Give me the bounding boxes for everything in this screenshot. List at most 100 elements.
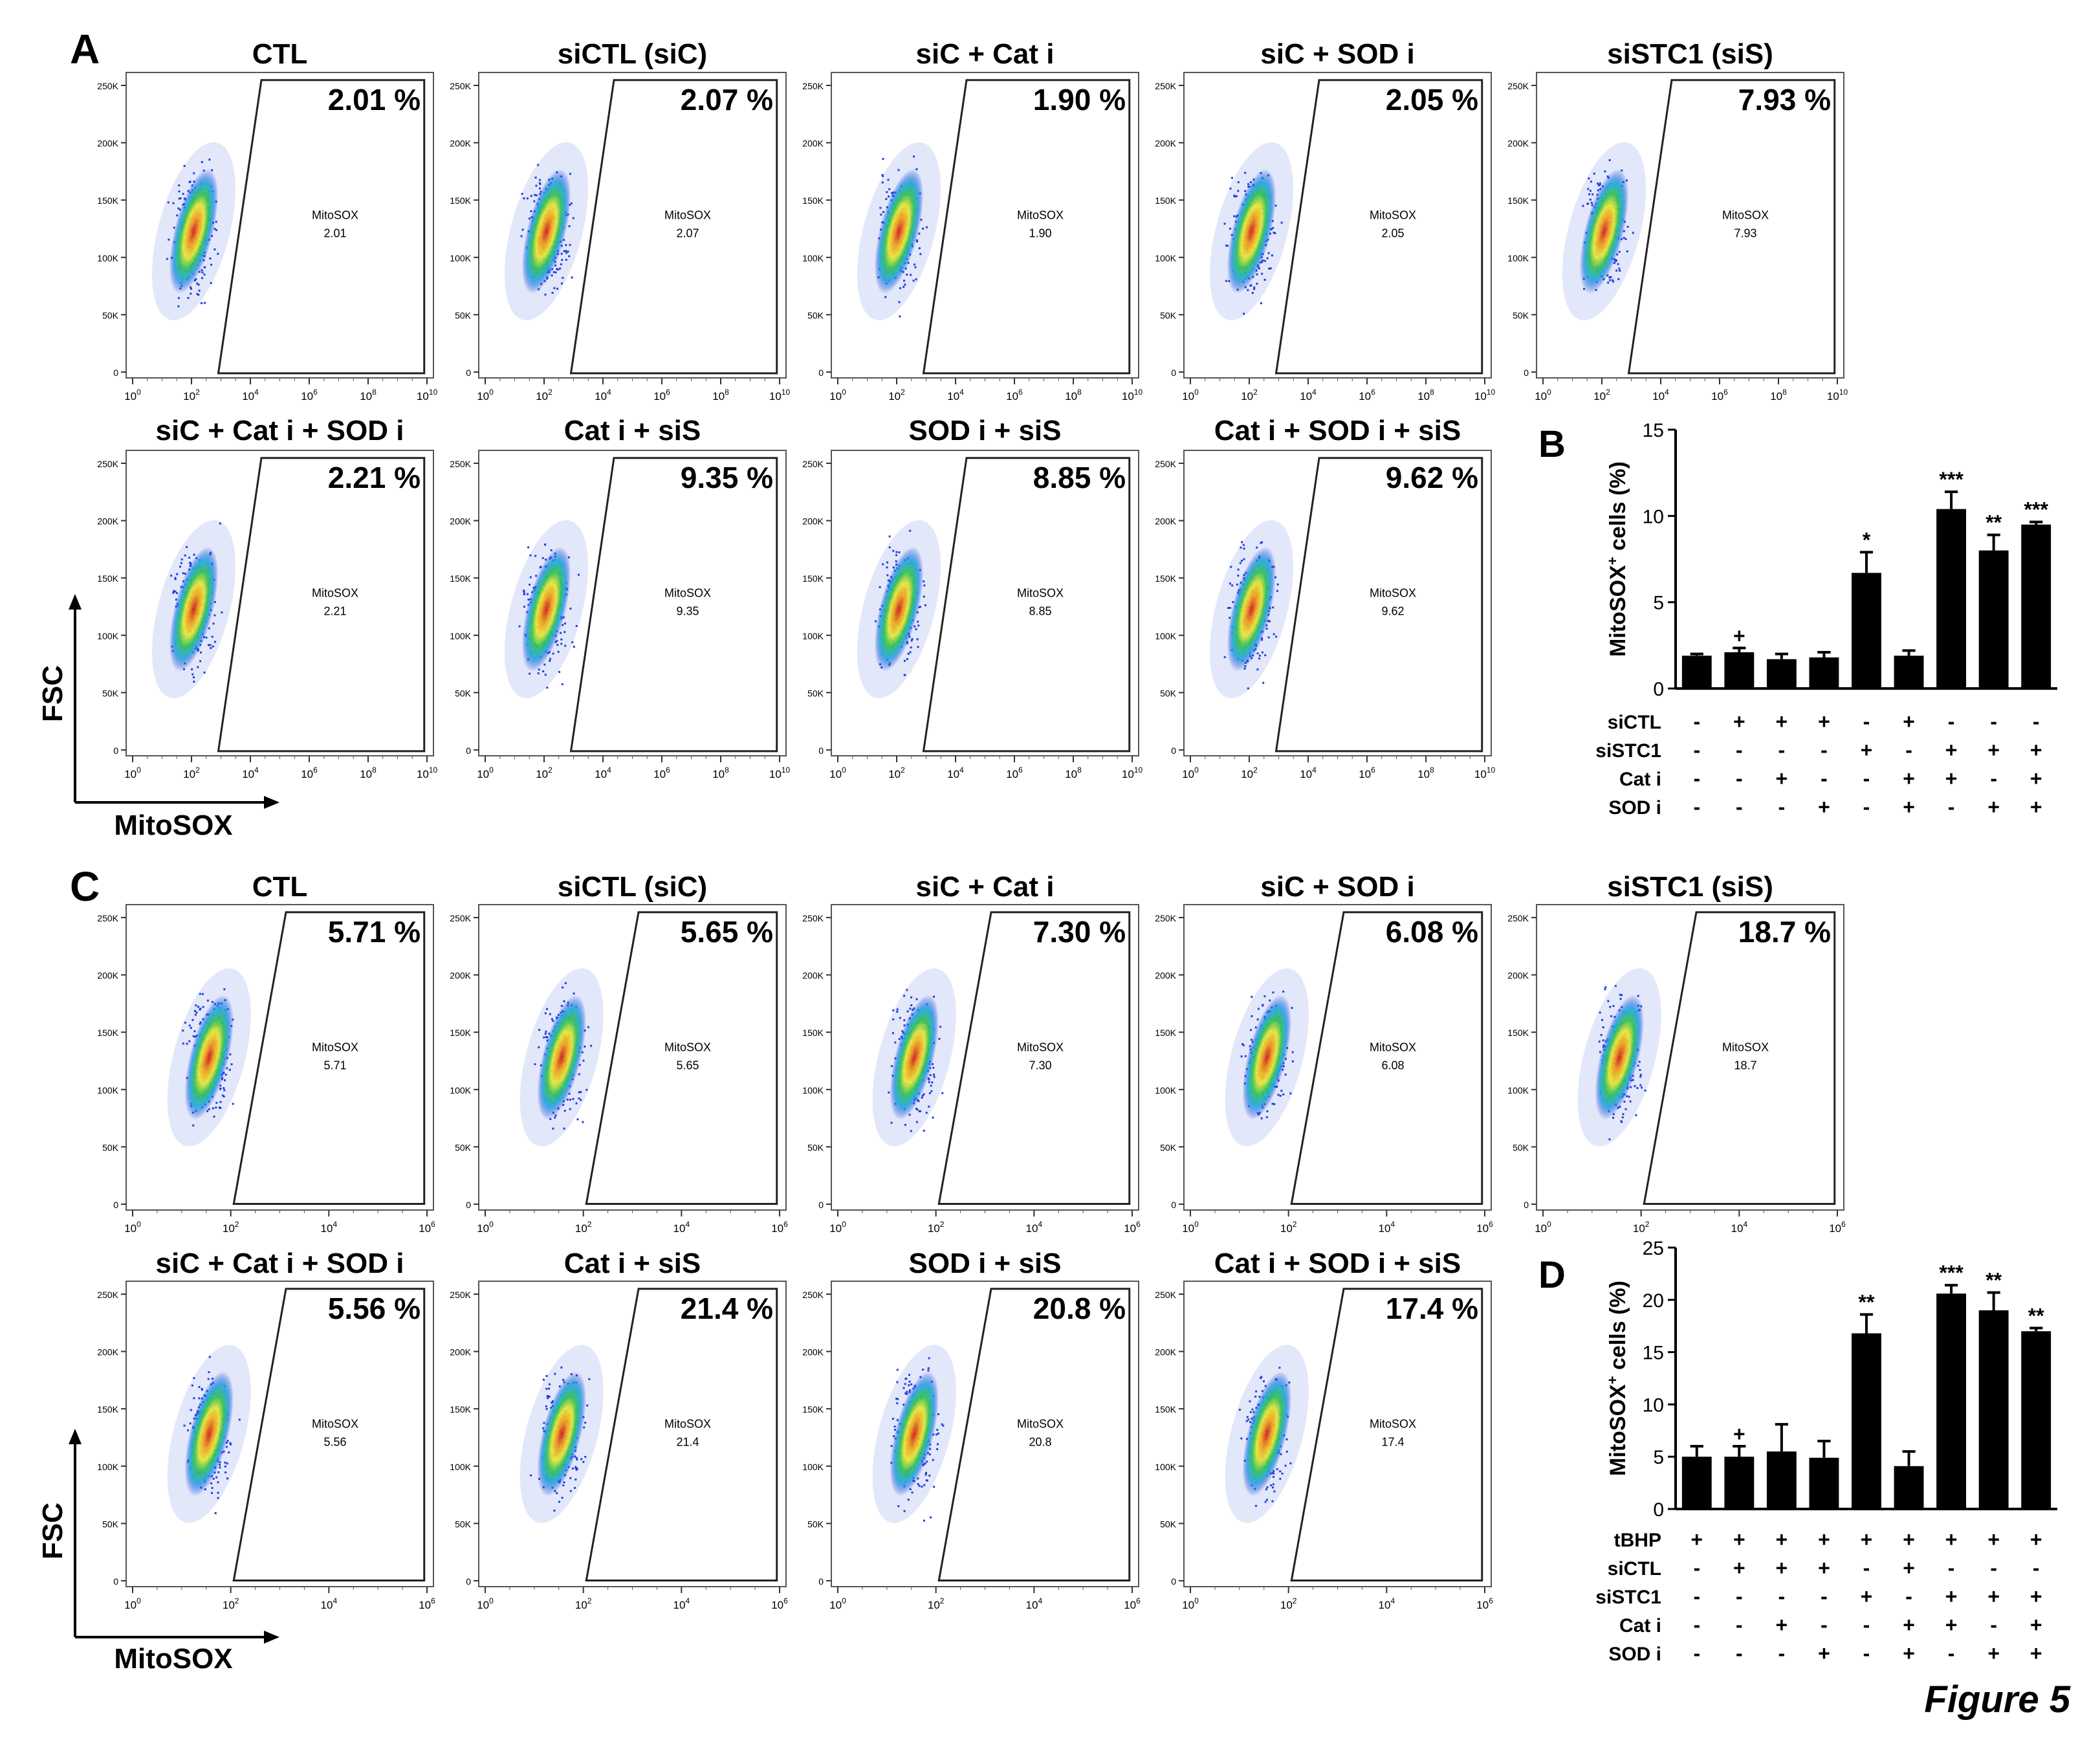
cell-cloud-density: [537, 1371, 586, 1497]
y-tick-label: 50K: [455, 1142, 472, 1152]
y-tick-label: 100K: [97, 631, 118, 641]
x-tick-label: 1010: [1474, 388, 1496, 402]
mitosox-gate: [1290, 1288, 1483, 1582]
gate-value-label: 7.93: [1734, 227, 1756, 240]
x-tick-label: 1010: [769, 765, 791, 780]
bar: [1936, 1294, 1967, 1509]
y-tick-label: 150K: [450, 195, 471, 206]
flow-plot-title: siCTL (siC): [558, 38, 707, 70]
condition-sign: +: [2030, 1528, 2042, 1551]
y-tick-label: 100K: [1507, 1085, 1529, 1096]
x-tick-label: 102: [223, 1596, 239, 1611]
y-tick-label: 50K: [455, 688, 472, 698]
flow-plot-title: siSTC1 (siS): [1607, 38, 1773, 70]
y-axis-label: MitoSOX+ cells (%): [1604, 1281, 1630, 1476]
condition-sign: -: [1778, 1585, 1786, 1608]
condition-sign: -: [1821, 767, 1828, 790]
x-tick-label: 1010: [1122, 388, 1143, 402]
y-tick-label: 250K: [450, 459, 471, 469]
bar: [1852, 1333, 1881, 1509]
condition-sign: -: [1821, 1613, 1828, 1636]
mitosox-gate: [937, 911, 1131, 1206]
cell-cloud-density: [521, 546, 571, 672]
panel-letter-d: D: [1538, 1254, 1566, 1296]
condition-sign: -: [2033, 1556, 2040, 1580]
flow-plot-title: Cat i + siS: [564, 1248, 701, 1279]
y-tick-label: 0: [466, 745, 471, 756]
y-tick-label: 200K: [802, 516, 824, 527]
flow-plot-title: siCTL (siC): [558, 871, 707, 903]
x-tick-label: 100: [124, 765, 141, 780]
mitosox-gate: [585, 1288, 778, 1582]
y-tick-label: 0: [1653, 1499, 1664, 1521]
cell-cloud-density: [890, 1371, 939, 1497]
x-tick-label: 104: [1300, 388, 1317, 402]
x-tick-label: 104: [321, 1220, 338, 1235]
y-tick-label: 5: [1653, 1447, 1664, 1468]
x-tick-label: 1010: [1827, 388, 1848, 402]
flow-plot: SOD i + siS 250K 200K 150K 100K 50K 0 100 102 104…: [802, 1248, 1141, 1611]
y-tick-label: 250K: [1155, 459, 1176, 469]
fsc-axis-label-a: FSC: [37, 665, 69, 722]
cell-cloud-density: [890, 995, 939, 1120]
y-tick-label: 5: [1653, 593, 1664, 614]
gate-name-label: MitoSOX: [1370, 587, 1416, 600]
condition-sign: +: [1690, 1528, 1703, 1551]
x-tick-label: 100: [477, 765, 494, 780]
y-tick-label: 250K: [97, 913, 118, 923]
flow-plot: siCTL (siC) 250K 200K 150K 100K 50K 0 100 102 104…: [450, 38, 790, 402]
y-axis-label: MitoSOX+ cells (%): [1604, 461, 1630, 657]
y-tick-label: 50K: [1160, 688, 1177, 698]
x-tick-label: 104: [321, 1596, 338, 1611]
condition-sign: +: [1776, 767, 1788, 790]
gate-name-label: MitoSOX: [664, 587, 711, 600]
y-tick-label: 50K: [102, 1519, 119, 1529]
significance-mark: +: [1733, 624, 1745, 647]
y-tick-label: 100K: [802, 631, 824, 641]
y-tick-label: 0: [466, 368, 471, 378]
y-tick-label: 100K: [802, 253, 824, 263]
gate-name-label: MitoSOX: [1017, 587, 1064, 600]
flow-plot-title: siC + SOD i: [1260, 871, 1414, 903]
x-tick-label: 106: [771, 1596, 788, 1611]
x-tick-label: 100: [829, 1596, 846, 1611]
x-tick-label: 100: [829, 388, 846, 402]
flow-plot-title: Cat i + SOD i + siS: [1214, 415, 1461, 446]
figure-labels: A B C D FSC MitoSOX FSC MitoSOX Figure 5: [37, 26, 2071, 1721]
condition-label: SOD i: [1608, 1644, 1661, 1665]
gate-percent: 1.90 %: [1033, 83, 1126, 116]
y-tick-label: 200K: [802, 1347, 824, 1358]
gate-percent: 20.8 %: [1033, 1292, 1126, 1325]
condition-sign: -: [1863, 767, 1870, 790]
gate-percent: 2.07 %: [681, 83, 773, 116]
condition-sign: -: [1693, 1556, 1700, 1580]
gate-percent: 17.4 %: [1386, 1292, 1478, 1325]
gate-value-label: 20.8: [1029, 1436, 1051, 1449]
flow-plot: Cat i + siS 250K 200K 150K 100K 50K 0 100 102 104…: [450, 415, 790, 780]
mitosox-gate: [232, 1288, 426, 1582]
bar: [1894, 1466, 1924, 1509]
condition-sign: -: [1948, 1642, 1955, 1665]
y-tick-label: 150K: [97, 1404, 118, 1415]
y-tick-label: 150K: [802, 1404, 824, 1415]
gate-name-label: MitoSOX: [664, 209, 711, 222]
x-tick-label: 102: [536, 765, 552, 780]
y-tick-label: 150K: [450, 573, 471, 584]
y-tick-label: 250K: [802, 1290, 824, 1300]
x-tick-label: 106: [1124, 1220, 1141, 1235]
x-tick-label: 1010: [769, 388, 791, 402]
condition-sign: +: [2030, 767, 2042, 790]
cell-cloud-density: [169, 168, 219, 294]
gate-value-label: 7.30: [1029, 1059, 1051, 1072]
bar: [1724, 652, 1755, 688]
condition-label: Cat i: [1619, 769, 1661, 790]
y-tick-label: 150K: [1155, 1028, 1176, 1038]
condition-sign: -: [1863, 710, 1870, 733]
y-tick-label: 150K: [1155, 195, 1176, 206]
y-tick-label: 0: [1653, 679, 1664, 700]
y-tick-label: 150K: [450, 1404, 471, 1415]
condition-sign: -: [1948, 710, 1955, 733]
y-tick-label: 250K: [450, 81, 471, 91]
x-tick-label: 108: [360, 388, 377, 402]
condition-sign: -: [1693, 738, 1700, 762]
